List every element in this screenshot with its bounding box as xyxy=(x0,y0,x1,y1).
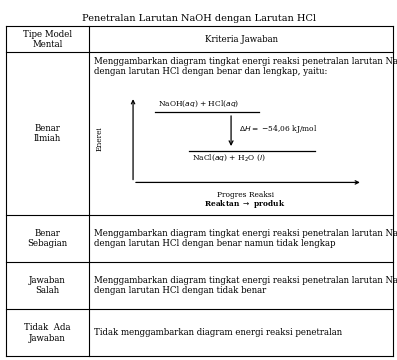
Text: Benar
Ilmiah: Benar Ilmiah xyxy=(34,124,61,143)
Text: NaCl($aq$) + H$_2$O ($\it{l}$): NaCl($aq$) + H$_2$O ($\it{l}$) xyxy=(192,153,266,163)
Text: Penetralan Larutan NaOH dengan Larutan HCl: Penetralan Larutan NaOH dengan Larutan H… xyxy=(83,14,316,23)
Text: Menggambarkan diagram tingkat energi reaksi penetralan larutan NaOH
dengan larut: Menggambarkan diagram tingkat energi rea… xyxy=(94,57,397,76)
Text: Tidak  Ada
Jawaban: Tidak Ada Jawaban xyxy=(24,323,71,342)
Text: Tipe Model
Mental: Tipe Model Mental xyxy=(23,30,72,49)
Text: Enerei: Enerei xyxy=(95,127,104,151)
Text: NaOH($aq$) + HCl($aq$): NaOH($aq$) + HCl($aq$) xyxy=(158,99,240,109)
Text: Tidak menggambarkan diagram energi reaksi penetralan: Tidak menggambarkan diagram energi reaks… xyxy=(94,328,342,337)
Text: Jawaban
Salah: Jawaban Salah xyxy=(29,276,66,295)
Text: Kriteria Jawaban: Kriteria Jawaban xyxy=(204,35,278,44)
Text: Menggambarkan diagram tingkat energi reaksi penetralan larutan NaOH
dengan larut: Menggambarkan diagram tingkat energi rea… xyxy=(94,229,397,248)
Text: Reaktan $\rightarrow$ produk: Reaktan $\rightarrow$ produk xyxy=(204,198,286,210)
Text: Benar
Sebagian: Benar Sebagian xyxy=(27,229,67,248)
Text: Menggambarkan diagram tingkat energi reaksi penetralan larutan NaOH
dengan larut: Menggambarkan diagram tingkat energi rea… xyxy=(94,276,397,295)
Text: Progres Reaksi: Progres Reaksi xyxy=(217,190,274,199)
Text: $\Delta H=$ $-$54,06 kJ/mol: $\Delta H=$ $-$54,06 kJ/mol xyxy=(239,122,318,135)
